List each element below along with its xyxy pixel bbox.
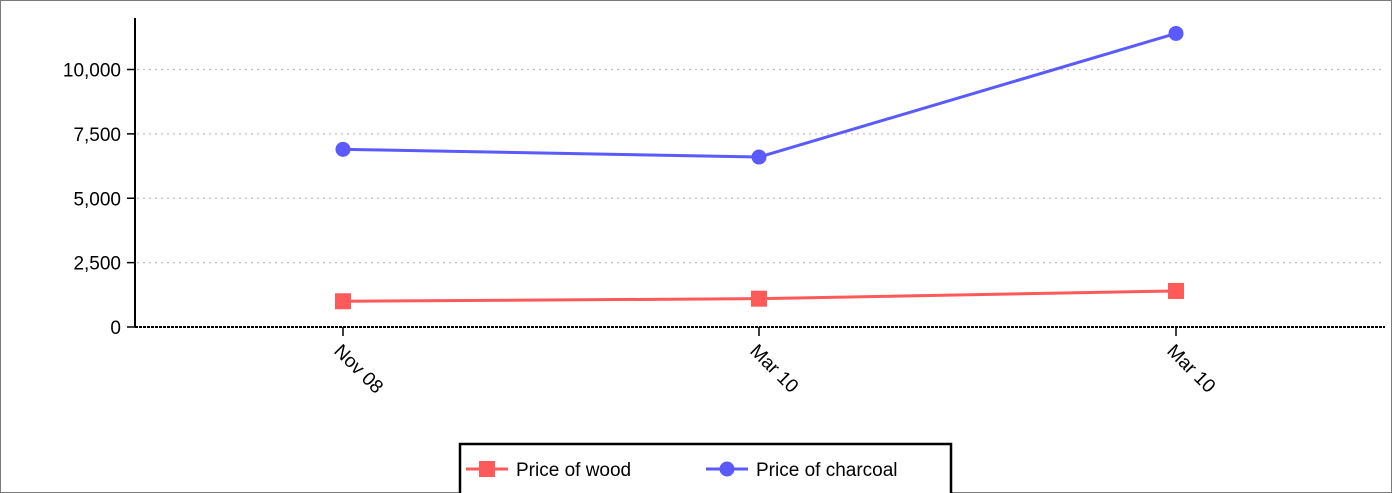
legend-label-0: Price of wood — [516, 460, 631, 481]
legend-swatch-marker-1 — [719, 461, 735, 477]
y-tick-label-3: 7,500 — [73, 125, 121, 146]
series-0 — [335, 282, 1184, 310]
legend-swatch-marker-0 — [479, 461, 495, 477]
x-tick-label-1: Mar 10 — [745, 341, 802, 398]
legend-label-1: Price of charcoal — [756, 460, 898, 481]
y-tick-label-0: 0 — [110, 318, 121, 339]
series-1-point-1 — [751, 149, 767, 165]
y-tick-label-4: 10,000 — [63, 61, 121, 82]
series-1-point-0 — [335, 141, 351, 157]
series-1 — [335, 25, 1184, 165]
series-layer — [335, 25, 1184, 310]
legend: Price of wood Price of charcoal — [458, 442, 953, 493]
legend-entry-0: Price of wood — [466, 460, 631, 481]
grid-layer — [137, 68, 1385, 264]
axis-layer: 0 2,500 5,000 7,500 10,000 Nov 08 Mar 10 Mar 10 — [63, 18, 1385, 398]
series-0-point-1 — [751, 290, 767, 307]
y-tick-label-2: 5,000 — [73, 189, 121, 210]
y-tick-label-1: 2,500 — [73, 254, 121, 275]
series-0-point-0 — [335, 293, 351, 310]
series-1-point-2 — [1168, 25, 1184, 41]
legend-entry-1: Price of charcoal — [706, 460, 898, 481]
x-tick-label-0: Nov 08 — [329, 341, 386, 398]
legend-box — [458, 442, 953, 493]
x-tick-label-2: Mar 10 — [1162, 341, 1219, 398]
series-0-point-2 — [1168, 282, 1184, 299]
series-line-1 — [342, 32, 1177, 159]
